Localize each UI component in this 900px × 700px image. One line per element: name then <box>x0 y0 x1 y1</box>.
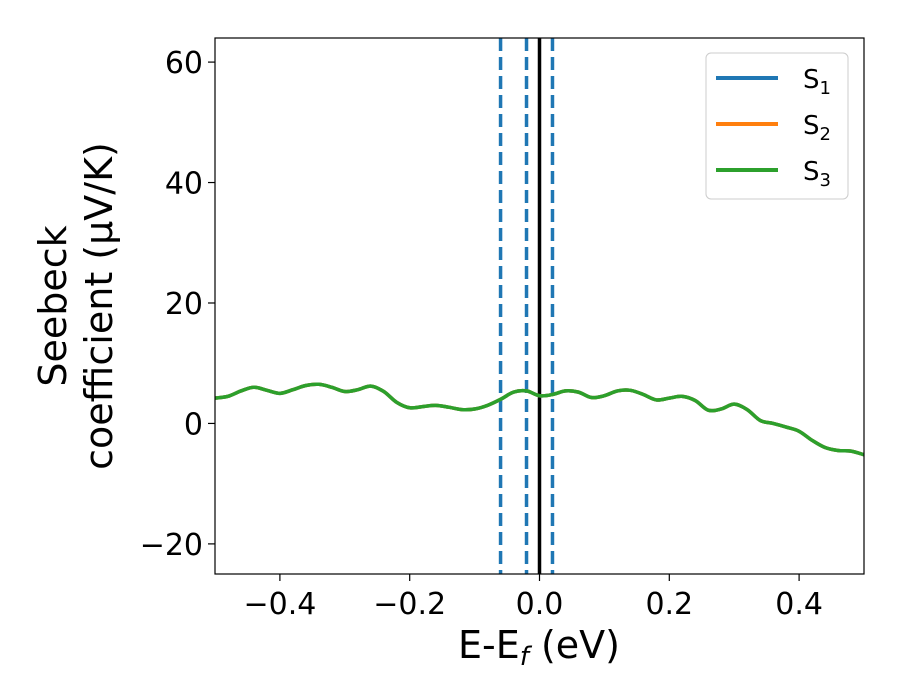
y-axis-label-line2: coefficient (μV/K) <box>77 142 121 470</box>
y-tick-label: 40 <box>165 167 203 202</box>
x-tick-label: 0.4 <box>775 587 823 622</box>
legend: S1 S2 S3 <box>705 52 849 200</box>
y-tick-label: 20 <box>165 287 203 322</box>
series-lines <box>215 382 864 457</box>
legend-label-s2: S2 <box>803 111 831 145</box>
x-axis-label: E-Ef (eV) <box>458 623 620 672</box>
y-tick-label: 60 <box>165 46 203 81</box>
x-tick-label: −0.4 <box>243 587 316 622</box>
legend-label-s3: S3 <box>803 157 831 191</box>
y-axis-label-line1: Seebeck <box>31 225 75 386</box>
legend-label-s1: S1 <box>803 65 831 99</box>
x-tick-label: 0.0 <box>516 587 564 622</box>
y-axis: −20 0 20 40 60 <box>140 46 215 563</box>
y-tick-label: −20 <box>140 528 203 563</box>
series-line-s3 <box>215 382 864 457</box>
x-tick-label: −0.2 <box>373 587 446 622</box>
reference-lines <box>498 38 555 574</box>
y-tick-label: 0 <box>184 407 203 442</box>
x-tick-label: 0.2 <box>645 587 693 622</box>
x-axis: −0.4 −0.2 0.0 0.2 0.4 <box>243 574 823 622</box>
